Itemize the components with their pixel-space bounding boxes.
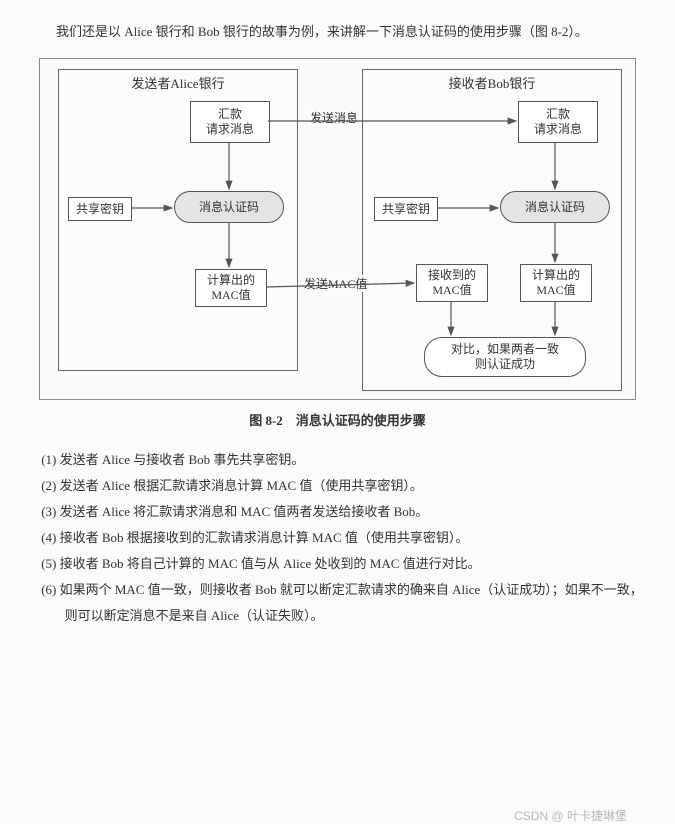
sender-computed-mac: 计算出的 MAC值 — [195, 269, 267, 307]
receiver-received-mac: 接收到的 MAC值 — [416, 264, 488, 302]
label-send-msg: 发送消息 — [308, 109, 360, 126]
diagram-container: 发送者Alice银行 接收者Bob银行 汇款 请求消息 共享密钥 消息认证码 计… — [39, 58, 636, 400]
step-item: (5) 接收者 Bob 将自己计算的 MAC 值与从 Alice 处收到的 MA… — [65, 551, 645, 577]
step-item: (6) 如果两个 MAC 值一致，则接收者 Bob 就可以断定汇款请求的确来自 … — [65, 577, 645, 629]
sender-shared-key: 共享密钥 — [68, 197, 132, 221]
step-item: (4) 接收者 Bob 根据接收到的汇款请求消息计算 MAC 值（使用共享密钥）… — [65, 525, 645, 551]
receiver-msg-box: 汇款 请求消息 — [518, 101, 598, 143]
receiver-shared-key: 共享密钥 — [374, 197, 438, 221]
receiver-computed-mac: 计算出的 MAC值 — [520, 264, 592, 302]
receiver-mac-node: 消息认证码 — [500, 191, 610, 223]
sender-msg-box: 汇款 请求消息 — [190, 101, 270, 143]
panel-receiver-title: 接收者Bob银行 — [363, 70, 621, 95]
compare-node: 对比，如果两者一致 则认证成功 — [424, 337, 586, 377]
watermark: CSDN @ 叶卡捷琳堡 — [514, 807, 627, 824]
sender-mac-node: 消息认证码 — [174, 191, 284, 223]
figure-caption: 图 8-2 消息认证码的使用步骤 — [30, 410, 645, 429]
step-item: (1) 发送者 Alice 与接收者 Bob 事先共享密钥。 — [65, 447, 645, 473]
steps-list: (1) 发送者 Alice 与接收者 Bob 事先共享密钥。 (2) 发送者 A… — [30, 447, 645, 629]
intro-text: 我们还是以 Alice 银行和 Bob 银行的故事为例，来讲解一下消息认证码的使… — [30, 20, 645, 43]
step-item: (2) 发送者 Alice 根据汇款请求消息计算 MAC 值（使用共享密钥）。 — [65, 473, 645, 499]
step-item: (3) 发送者 Alice 将汇款请求消息和 MAC 值两者发送给接收者 Bob… — [65, 499, 645, 525]
panel-sender-title: 发送者Alice银行 — [59, 70, 297, 95]
label-send-mac: 发送MAC值 — [302, 275, 369, 292]
